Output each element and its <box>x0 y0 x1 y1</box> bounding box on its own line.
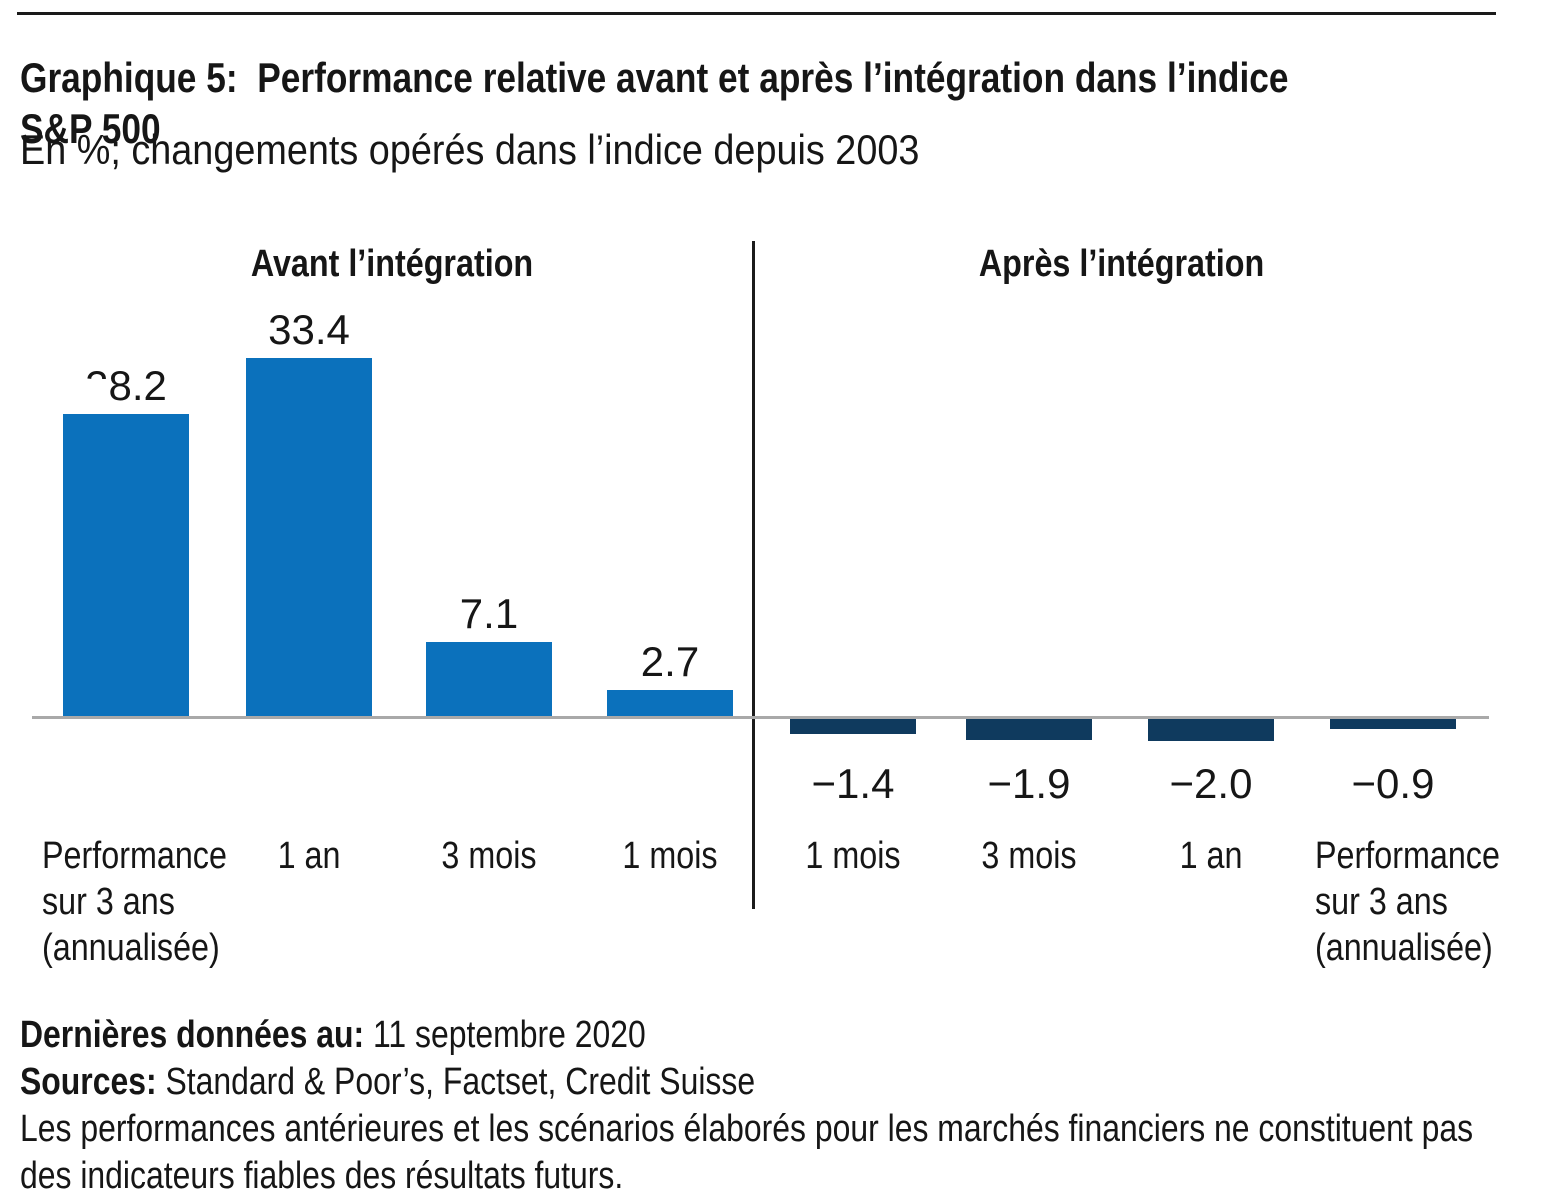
section-heading-avant-integration: Avant l’intégration <box>250 243 534 285</box>
bar-negative <box>1148 719 1274 741</box>
last-data-line: Dernières données au: 11 septembre 2020 <box>20 1012 1524 1059</box>
bar-value-label: 28.2 <box>84 362 167 409</box>
disclaimer-text: Les performances antérieures et les scén… <box>20 1108 1474 1197</box>
bar-value-label: −1.4 <box>811 760 895 807</box>
category-label: 1 mois <box>622 835 718 877</box>
top-rule <box>17 12 1496 15</box>
category-label: Performance sur 3 ans (annualisée) <box>42 835 227 969</box>
zero-axis-line <box>32 716 1489 719</box>
last-data-value: 11 septembre 2020 <box>373 1014 646 1056</box>
figure-title-line1: Graphique 5: Performance relative avant … <box>20 54 1289 102</box>
bar-negative <box>790 719 916 734</box>
category-label: 1 mois <box>805 835 901 877</box>
category-label: Performance sur 3 ans (annualisée) <box>1315 835 1500 969</box>
bar-positive <box>63 414 189 719</box>
bar-positive <box>607 690 733 719</box>
figure-title: Graphique 5: Performance relative avant … <box>20 52 1289 154</box>
category-label: 3 mois <box>441 835 537 877</box>
bar-value-label: −2.0 <box>1169 760 1253 807</box>
section-divider-line <box>752 241 755 909</box>
label-obscuring-artifact <box>84 379 108 406</box>
sources-value: Standard & Poor’s, Factset, Credit Suiss… <box>165 1061 756 1103</box>
bar-positive <box>246 358 372 719</box>
bar-positive <box>426 642 552 719</box>
bar-value-label: 7.1 <box>459 590 519 637</box>
bar-negative <box>966 719 1092 740</box>
category-label: 1 an <box>277 835 341 877</box>
bar-negative <box>1330 719 1456 729</box>
sources-label: Sources: <box>20 1061 157 1103</box>
section-heading-apres-integration: Après l’intégration <box>978 243 1265 285</box>
bar-value-label: −0.9 <box>1351 760 1435 807</box>
sources-line: Sources: Standard & Poor’s, Factset, Cre… <box>20 1059 1524 1106</box>
category-label: 3 mois <box>981 835 1077 877</box>
category-label: 1 an <box>1179 835 1243 877</box>
figure-title-line2: S&P 500 <box>20 105 161 153</box>
footer: Dernières données au: 11 septembre 2020 … <box>20 1012 1524 1200</box>
last-data-label: Dernières données au: <box>20 1014 365 1056</box>
figure-subtitle: En %; changements opérés dans l’indice d… <box>20 126 920 173</box>
bar-value-label: −1.9 <box>987 760 1071 807</box>
bar-value-label: 33.4 <box>268 306 350 353</box>
bar-value-label: 2.7 <box>640 638 700 685</box>
